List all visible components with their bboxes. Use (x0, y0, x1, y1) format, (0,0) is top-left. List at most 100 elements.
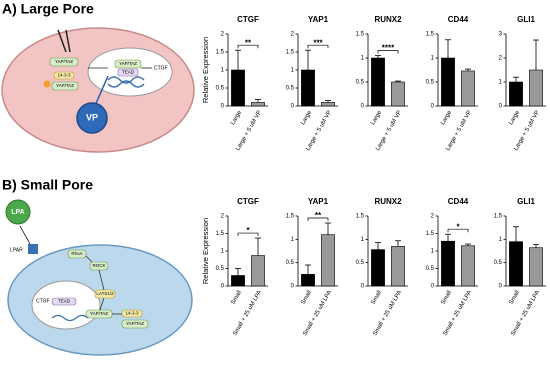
y-tick-label: 0.5 (356, 260, 365, 266)
bar (371, 249, 385, 287)
y-tick-label: 1.5 (216, 50, 225, 56)
bar (461, 245, 475, 287)
bar (509, 241, 523, 287)
y-tick-label: 2 (221, 214, 225, 220)
significance-bracket (307, 44, 329, 49)
error-bar (445, 39, 451, 58)
diagram-label: VP (86, 112, 98, 122)
y-tick-label: 0 (431, 104, 435, 110)
y-axis-label: Relative Expression (201, 37, 210, 103)
chart-title: RUNX2 (374, 197, 402, 206)
diagram-label: RhoA (71, 251, 82, 256)
x-tick-label: Small (508, 290, 521, 306)
y-tick-label: 0.5 (356, 80, 365, 86)
y-tick-label: 1.5 (426, 32, 435, 38)
significance-bracket (377, 50, 399, 54)
diagram-label: LPA (11, 209, 24, 216)
y-tick-label: 2 (291, 32, 295, 38)
x-tick-label: Small (370, 290, 383, 306)
diagram-label: LATS1/2 (96, 291, 114, 296)
y-tick-label: 1.5 (494, 214, 503, 220)
y-tick-label: 1.5 (286, 50, 295, 56)
y-tick-label: 1 (361, 56, 365, 62)
error-bar (305, 264, 311, 275)
bar (441, 240, 455, 287)
error-bar (513, 76, 519, 82)
diagram-large-pore: YAP/TAZ 14-3-3 YAP/TAZ YAP/TAZ TEAD CTGF… (1, 27, 195, 153)
x-tick-label: Large (508, 109, 521, 126)
diagram-label: TEAD (122, 70, 135, 75)
significance-label: * (456, 222, 460, 231)
significance-bracket (237, 44, 259, 49)
y-tick-label: 0 (431, 284, 435, 290)
bar (371, 57, 385, 107)
y-tick-label: 2 (221, 32, 225, 38)
y-tick-label: 2 (499, 56, 503, 62)
chart-title: CTGF (237, 15, 259, 24)
significance-bracket (447, 228, 469, 233)
x-tick-label: Small (230, 290, 243, 306)
bar (231, 275, 245, 287)
diagram-label: YAP/TAZ (126, 321, 144, 326)
chart-title: YAP1 (308, 15, 329, 24)
significance-label: **** (382, 44, 395, 53)
error-bar (375, 242, 381, 250)
error-bar (235, 49, 241, 70)
diagram-label: 14-3-3 (57, 73, 71, 78)
significance-bracket (307, 217, 329, 221)
diagram-label: YAP/TAZ (90, 311, 108, 316)
y-tick-label: 1 (499, 237, 503, 243)
y-tick-label: 1 (499, 80, 503, 86)
bar (529, 247, 543, 287)
significance-bracket (237, 232, 259, 237)
panel-title: A) Large Pore (2, 1, 94, 17)
y-tick-label: 0 (291, 104, 295, 110)
bar (231, 69, 245, 107)
y-tick-label: 0.5 (494, 260, 503, 266)
diagram-label: YAP/TAZ (56, 83, 74, 88)
x-tick-label: Large (230, 109, 243, 126)
y-tick-label: 0 (291, 284, 295, 290)
significance-label: * (246, 226, 250, 235)
bar (441, 57, 455, 107)
error-bar (235, 268, 241, 276)
error-bar (255, 237, 261, 256)
diagram-small-pore: LPA LPAR RhoA ROCK LATS1/2 YAP/TAZ 14-3-… (5, 199, 193, 356)
chart-title: RUNX2 (374, 15, 402, 24)
significance-label: ** (315, 211, 322, 220)
y-tick-label: 1 (221, 249, 225, 255)
bar (321, 234, 335, 287)
y-tick-label: 1 (361, 237, 365, 243)
bar (251, 255, 265, 287)
chart-title: CD44 (448, 15, 469, 24)
chart-title: CD44 (448, 197, 469, 206)
y-tick-label: 1.5 (356, 32, 365, 38)
chart-title: YAP1 (308, 197, 329, 206)
chart-title: GLI1 (517, 197, 535, 206)
significance-label: ** (245, 38, 252, 47)
y-axis-label: Relative Expression (201, 218, 210, 284)
y-tick-label: 0.5 (286, 86, 295, 92)
error-bar (375, 55, 381, 58)
y-tick-label: 0.5 (426, 266, 435, 272)
bar (529, 69, 543, 107)
x-tick-label: Large (370, 109, 383, 126)
y-tick-label: 0.5 (216, 266, 225, 272)
bar (251, 102, 265, 107)
diagram-label: CTGF (154, 65, 168, 71)
y-tick-label: 1.5 (356, 214, 365, 220)
y-tick-label: 0 (221, 284, 225, 290)
diagram-label: TEAD (58, 299, 71, 304)
x-tick-label: Large (300, 109, 313, 126)
y-tick-label: 0.5 (426, 80, 435, 86)
y-tick-label: 3 (499, 32, 503, 38)
error-bar (395, 80, 401, 82)
y-tick-label: 0 (499, 104, 503, 110)
diagram-label: CTGF (36, 298, 50, 304)
y-tick-label: 1.5 (426, 231, 435, 237)
y-tick-label: 1 (431, 249, 435, 255)
diagram-label: LPAR (10, 247, 23, 253)
bar (509, 81, 523, 107)
error-bar (445, 233, 451, 242)
